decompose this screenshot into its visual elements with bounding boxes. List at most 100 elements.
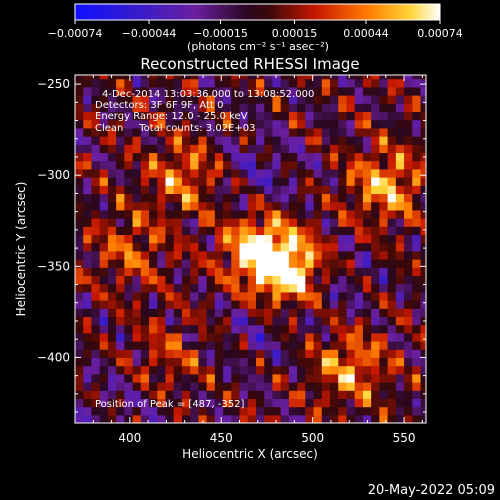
heatmap-cell — [75, 267, 84, 277]
heatmap-cell — [107, 242, 117, 252]
heatmap-cell — [371, 324, 380, 334]
heatmap-cell — [362, 267, 372, 277]
heatmap-cell — [99, 218, 109, 227]
colorbar-tick-label: 0.00044 — [343, 27, 389, 40]
heatmap-cell — [124, 209, 134, 219]
heatmap-cell — [124, 111, 134, 121]
x-axis: 400 450 500 550 — [74, 75, 423, 445]
heatmap-cell — [198, 185, 208, 195]
heatmap-cell — [362, 136, 372, 145]
heatmap-cell — [330, 78, 339, 88]
heatmap-cell — [198, 78, 208, 88]
heatmap-cell — [173, 152, 183, 162]
heatmap-cell — [305, 365, 315, 375]
heatmap-cell — [395, 414, 405, 423]
heatmap-cell — [132, 390, 142, 399]
heatmap-cell — [313, 185, 323, 195]
heatmap-cell — [116, 332, 125, 342]
heatmap-cell — [264, 209, 274, 219]
heatmap-cell — [116, 300, 125, 309]
heatmap-cell — [272, 234, 282, 244]
heatmap-cell — [420, 283, 426, 293]
heatmap-cell — [247, 324, 257, 334]
heatmap-cell — [404, 398, 413, 408]
heatmap-cell — [321, 291, 331, 301]
heatmap-cell — [239, 250, 249, 260]
heatmap-cell — [255, 357, 265, 367]
heatmap-cell — [124, 382, 134, 391]
heatmap-cell — [99, 382, 109, 391]
heatmap-cell — [206, 226, 216, 236]
heatmap-cell — [330, 226, 339, 236]
heatmap-cell — [404, 78, 413, 88]
heatmap-cell — [140, 218, 150, 227]
heatmap-cell — [395, 218, 405, 227]
heatmap-cell — [223, 365, 232, 375]
heatmap-cell — [297, 382, 306, 391]
heatmap-cell — [346, 218, 356, 227]
heatmap-cell — [362, 201, 372, 211]
heatmap-cell — [223, 373, 232, 383]
heatmap-cell — [223, 177, 232, 186]
heatmap-cell — [124, 283, 134, 293]
colorbar-tick-label: −0.00074 — [48, 27, 103, 40]
heatmap-cell — [420, 242, 426, 252]
heatmap-cell — [379, 78, 389, 88]
heatmap-cell — [264, 316, 274, 326]
heatmap-cell — [214, 119, 224, 129]
heatmap-cell — [354, 193, 364, 203]
heatmap-cell — [99, 308, 109, 318]
heatmap-cell — [190, 324, 199, 334]
heatmap-cell — [198, 136, 208, 145]
heatmap-cell — [346, 406, 356, 416]
heatmap-cell — [346, 390, 356, 399]
heatmap-cell — [91, 185, 101, 195]
heatmap-cell — [305, 168, 315, 178]
heatmap-cell — [239, 308, 249, 318]
heatmap-cell — [264, 332, 274, 342]
heatmap-cell — [157, 152, 167, 162]
heatmap-cell — [305, 316, 315, 326]
heatmap-cell — [371, 332, 380, 342]
heatmap-cell — [255, 341, 265, 350]
heatmap-cell — [346, 119, 356, 129]
heatmap-cell — [321, 349, 331, 359]
heatmap-cell — [272, 103, 282, 113]
heatmap-cell — [157, 103, 167, 113]
heatmap-cell — [157, 177, 167, 186]
heatmap-cell — [338, 127, 348, 137]
heatmap-cell — [247, 341, 257, 350]
heatmap-cell — [173, 193, 183, 203]
heatmap-cell — [124, 308, 134, 318]
heatmap-cell — [255, 152, 265, 162]
heatmap-cell — [387, 75, 397, 80]
heatmap-cell — [371, 78, 380, 88]
heatmap-cell — [190, 152, 199, 162]
heatmap-cell — [132, 291, 142, 301]
heatmap-cell — [412, 95, 422, 104]
heatmap-cell — [157, 316, 167, 326]
heatmap-cell — [297, 316, 306, 326]
heatmap-cell — [231, 390, 241, 399]
heatmap-cell — [140, 349, 150, 359]
heatmap-cell — [214, 267, 224, 277]
heatmap-cell — [247, 406, 257, 416]
heatmap-cell — [149, 103, 158, 113]
heatmap-cell — [330, 324, 339, 334]
heatmap-cell — [379, 152, 389, 162]
heatmap-cell — [181, 136, 191, 145]
heatmap-cell — [330, 160, 339, 170]
heatmap-cell — [395, 390, 405, 399]
heatmap-cell — [280, 127, 290, 137]
heatmap-cell — [297, 136, 306, 145]
heatmap-cell — [297, 283, 306, 293]
heatmap-cell — [149, 357, 158, 367]
heatmap-cell — [280, 382, 290, 391]
heatmap-cell — [132, 324, 142, 334]
heatmap-cell — [272, 324, 282, 334]
heatmap-cell — [264, 390, 274, 399]
heatmap-cell — [99, 250, 109, 260]
heatmap-cell — [83, 193, 93, 203]
heatmap-cell — [99, 160, 109, 170]
heatmap-cell — [280, 168, 290, 178]
